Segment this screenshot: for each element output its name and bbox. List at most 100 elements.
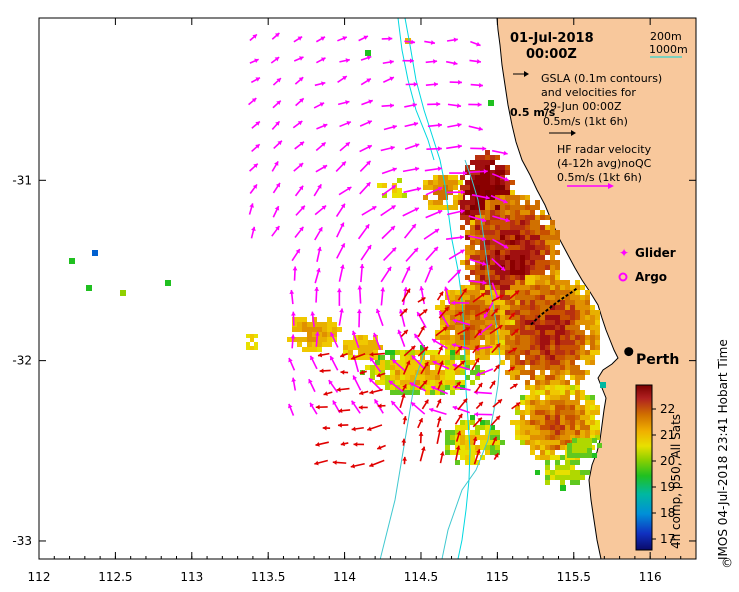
hf-arrow — [508, 366, 516, 372]
sst-pixel — [535, 270, 540, 275]
hf-legend-line3: 0.5m/s (1kt 6h) — [557, 171, 642, 184]
sst-pixel — [565, 315, 570, 320]
sst-pixel — [550, 265, 555, 270]
gsla-arrow — [314, 331, 320, 347]
sst-pixel — [515, 245, 520, 250]
sst-pixel — [246, 334, 250, 338]
sst-pixel — [500, 345, 505, 350]
sst-pixel — [480, 300, 485, 305]
sst-pixel — [465, 220, 470, 225]
sst-pixel — [535, 205, 540, 210]
sst-pixel — [440, 340, 445, 345]
sst-pixel — [560, 375, 565, 380]
sst-pixel — [495, 200, 500, 205]
sst-pixel — [525, 335, 530, 340]
gsla-arrow — [291, 311, 296, 326]
y-tick-label: -33 — [12, 534, 32, 548]
sst-pixel — [495, 350, 500, 355]
sst-pixel — [560, 345, 565, 350]
sst-pixel — [555, 305, 560, 310]
x-axis: 112 112.5 113 113.5 114 114.5 115 115.5 116 — [28, 18, 697, 584]
sst-pixel — [410, 360, 415, 365]
sst-pixel — [545, 340, 550, 345]
gsla-arrow — [470, 82, 483, 88]
hf-arrow — [402, 456, 408, 465]
sst-pixel — [575, 435, 580, 440]
sst-pixel — [425, 350, 430, 355]
gsla-arrow — [452, 405, 471, 414]
sst-pixel — [500, 295, 505, 300]
sst-pixel — [587, 443, 592, 448]
sst-pixel — [535, 375, 540, 380]
hf-arrow — [439, 451, 445, 464]
sst-pixel — [575, 430, 580, 435]
sst-pixel — [545, 420, 550, 425]
sst-pixel — [455, 430, 460, 435]
sst-pixel — [450, 335, 455, 340]
sst-pixel — [560, 280, 565, 285]
hf-arrow — [472, 417, 483, 428]
sst-pixel — [505, 275, 510, 280]
gsla-arrow — [249, 58, 259, 64]
sst-pixel — [405, 370, 410, 375]
sst-pixel — [455, 370, 460, 375]
hf-arrow — [436, 291, 444, 301]
sst-pixel — [465, 455, 470, 460]
sst-pixel — [575, 425, 580, 430]
sst-pixel — [525, 425, 530, 430]
sst-pixel — [495, 175, 500, 180]
sst-pixel — [510, 375, 515, 380]
sst-pixel — [395, 370, 400, 375]
sst-pixel — [505, 300, 510, 305]
sst-pixel — [505, 225, 510, 230]
sst-pixel — [455, 345, 460, 350]
sst-pixel — [307, 327, 312, 332]
sst-pixel — [555, 330, 560, 335]
sst-pixel — [505, 185, 510, 190]
sst-pixel — [450, 325, 455, 330]
sst-pixel — [445, 450, 450, 455]
sst-pixel — [540, 210, 545, 215]
sst-pixel — [545, 355, 550, 360]
hf-arrow — [489, 324, 503, 335]
hf-legend-line2: (4-12h avg)noQC — [557, 157, 652, 170]
gsla-arrow — [291, 248, 301, 262]
sst-pixel — [445, 385, 450, 390]
sst-pixel — [495, 225, 500, 230]
gsla-arrow — [388, 380, 404, 393]
sst-pixel — [440, 310, 445, 315]
sst-pixel — [505, 310, 510, 315]
sst-pixel — [385, 360, 390, 365]
sst-pixel — [535, 425, 540, 430]
sst-pixel — [555, 260, 560, 265]
gsla-arrow — [335, 161, 347, 172]
sst-pixel — [535, 385, 540, 390]
sst-pixel — [505, 240, 510, 245]
sst-pixel — [565, 400, 570, 405]
gsla-arrow — [381, 184, 397, 196]
sst-pixel — [480, 275, 485, 280]
hf-arrow — [453, 360, 466, 371]
sst-pixel — [500, 440, 505, 445]
sst-pixel — [254, 334, 258, 338]
hf-arrow — [350, 462, 365, 469]
sst-pixel — [475, 435, 480, 440]
sst-pixel — [510, 295, 515, 300]
sst-pixel — [595, 340, 600, 345]
sst-pixel — [570, 315, 575, 320]
sst-pixel — [86, 285, 92, 291]
gsla-arrow — [382, 76, 395, 83]
sst-pixel — [545, 345, 550, 350]
hf-arrow — [437, 360, 444, 375]
sst-pixel — [440, 335, 445, 340]
sst-pixel — [530, 220, 535, 225]
sst-pixel — [555, 250, 560, 255]
gsla-arrow — [468, 279, 487, 285]
sst-pixel — [500, 285, 505, 290]
sst-pixel — [560, 430, 565, 435]
sst-pixel — [382, 183, 387, 188]
sst-pixel — [470, 345, 475, 350]
gsla-arrow — [316, 57, 326, 64]
sst-pixel — [465, 185, 470, 190]
sst-pixel — [570, 305, 575, 310]
